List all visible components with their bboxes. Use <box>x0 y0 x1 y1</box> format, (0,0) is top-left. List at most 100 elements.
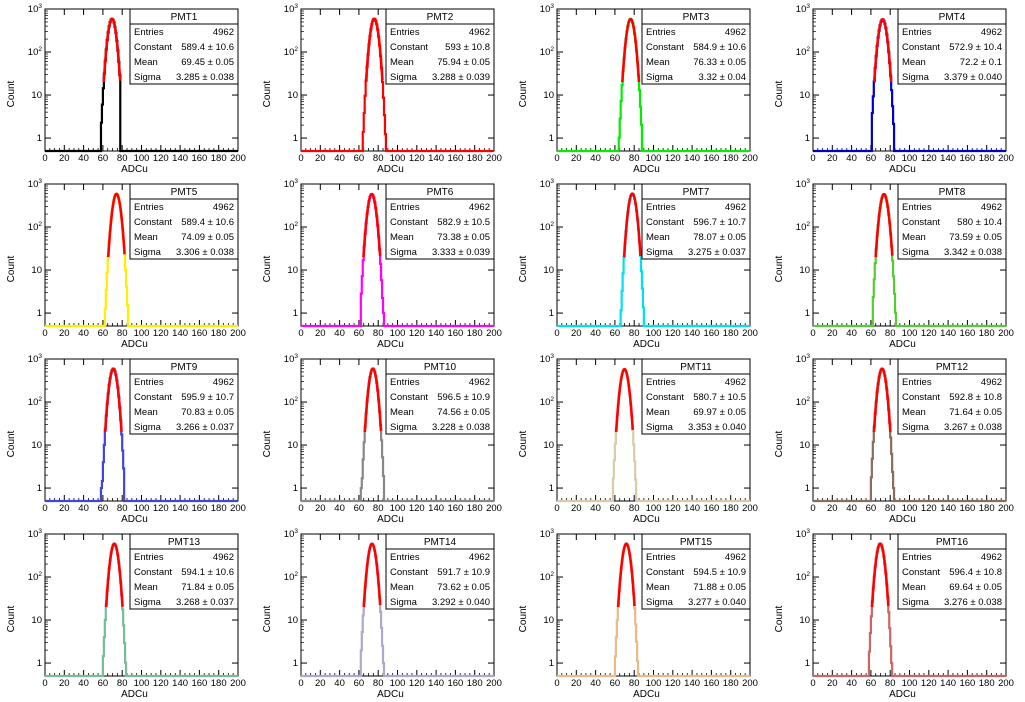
x-tick-label: 120 <box>665 328 681 339</box>
stat-constant-value: 593 ± 10.8 <box>445 42 490 53</box>
stat-entries-value: 4962 <box>981 202 1002 213</box>
stat-sigma-value: 3.342 ± 0.038 <box>944 247 1002 258</box>
y-axis-title: Count <box>262 255 273 282</box>
stat-mean-label: Mean <box>134 582 158 593</box>
x-tick-label: 40 <box>78 503 89 514</box>
x-tick-label: 140 <box>940 328 956 339</box>
x-axis-title: ADCu <box>377 689 404 700</box>
x-tick-label: 180 <box>723 153 739 164</box>
x-tick-label: 60 <box>98 678 109 689</box>
histogram-title: PMT11 <box>680 362 712 373</box>
histogram-title: PMT15 <box>680 537 713 548</box>
x-tick-label: 140 <box>940 153 956 164</box>
y-tick-label: 102 <box>796 571 811 583</box>
y-tick-label: 10 <box>543 265 554 276</box>
y-tick-label: 102 <box>28 396 43 408</box>
stats-box <box>641 8 751 85</box>
stat-mean-value: 70.83 ± 0.05 <box>181 407 234 418</box>
y-tick-label: 102 <box>796 396 811 408</box>
y-tick-label: 102 <box>796 46 811 58</box>
stat-entries-value: 4962 <box>213 27 234 38</box>
x-tick-label: 140 <box>428 503 444 514</box>
x-tick-label: 40 <box>590 328 601 339</box>
x-axis-title: ADCu <box>633 164 660 175</box>
histogram-bars <box>813 367 1006 503</box>
stats-box <box>129 358 239 435</box>
histogram-panel-16: 0 20 40 60 80 100 120 140 160 180 200 ADCu 1 10 102 103… <box>768 525 1024 700</box>
y-tick-label: 103 <box>796 353 811 365</box>
x-tick-label: 60 <box>98 153 109 164</box>
stat-constant-label: Constant <box>902 217 940 228</box>
gaussian-fit-curve <box>870 542 890 608</box>
stat-sigma-label: Sigma <box>134 72 162 83</box>
y-tick-label: 103 <box>284 353 299 365</box>
stat-mean-label: Mean <box>902 582 926 593</box>
y-tick-label: 102 <box>284 46 299 58</box>
x-tick-label: 180 <box>211 153 227 164</box>
x-tick-label: 0 <box>810 678 815 689</box>
x-tick-label: 180 <box>723 503 739 514</box>
x-tick-label: 0 <box>554 678 559 689</box>
x-tick-label: 20 <box>571 328 582 339</box>
y-tick-label: 102 <box>28 46 43 58</box>
y-tick-label: 103 <box>28 353 43 365</box>
x-tick-label: 140 <box>172 503 188 514</box>
y-tick-label: 102 <box>284 396 299 408</box>
x-tick-label: 120 <box>153 328 169 339</box>
stat-sigma-value: 3.266 ± 0.037 <box>176 422 234 433</box>
x-tick-label: 20 <box>315 503 326 514</box>
stat-sigma-value: 3.276 ± 0.038 <box>944 597 1002 608</box>
y-tick-label: 1 <box>549 308 554 319</box>
x-tick-label: 180 <box>211 328 227 339</box>
x-tick-label: 20 <box>59 328 70 339</box>
x-tick-label: 160 <box>447 328 463 339</box>
stat-mean-label: Mean <box>134 407 158 418</box>
histogram-title: PMT12 <box>936 362 969 373</box>
y-tick-label: 102 <box>28 221 43 233</box>
stat-constant-value: 589.4 ± 10.6 <box>181 42 234 53</box>
x-axis-title: ADCu <box>377 339 404 350</box>
y-tick-label: 1 <box>549 133 554 144</box>
x-tick-label: 120 <box>409 678 425 689</box>
x-tick-label: 120 <box>665 678 681 689</box>
x-tick-label: 180 <box>979 503 995 514</box>
x-tick-label: 0 <box>810 503 815 514</box>
y-tick-label: 1 <box>805 133 810 144</box>
stat-entries-label: Entries <box>390 27 420 38</box>
x-tick-label: 80 <box>885 678 896 689</box>
x-tick-label: 40 <box>78 678 89 689</box>
x-tick-label: 80 <box>117 503 128 514</box>
x-tick-label: 80 <box>885 503 896 514</box>
histogram-bars <box>45 367 238 503</box>
histogram-svg: 0 20 40 60 80 100 120 140 160 180 200 ADCu 1 10 102 103… <box>262 528 502 700</box>
x-tick-label: 80 <box>373 328 384 339</box>
y-axis-title: Count <box>774 255 785 282</box>
x-tick-label: 60 <box>866 503 877 514</box>
y-tick-label: 103 <box>796 3 811 15</box>
x-tick-label: 140 <box>428 153 444 164</box>
x-tick-label: 80 <box>373 153 384 164</box>
y-tick-label: 103 <box>28 3 43 15</box>
y-tick-label: 10 <box>31 440 42 451</box>
y-axis-title: Count <box>774 80 785 107</box>
stat-sigma-value: 3.353 ± 0.040 <box>688 422 746 433</box>
stat-constant-value: 580 ± 10.4 <box>957 217 1002 228</box>
x-tick-label: 180 <box>979 328 995 339</box>
x-axis-title: ADCu <box>633 514 660 525</box>
histogram-title: PMT16 <box>936 537 969 548</box>
stat-mean-label: Mean <box>646 57 670 68</box>
x-tick-label: 20 <box>315 328 326 339</box>
x-tick-label: 80 <box>885 328 896 339</box>
x-tick-label: 200 <box>742 328 758 339</box>
y-axis-title: Count <box>262 430 273 457</box>
stats-box <box>129 533 239 610</box>
x-tick-label: 100 <box>646 678 662 689</box>
x-tick-label: 100 <box>134 503 150 514</box>
stat-sigma-label: Sigma <box>390 422 418 433</box>
histogram-bars <box>557 542 750 678</box>
x-tick-label: 200 <box>742 678 758 689</box>
x-tick-label: 140 <box>684 678 700 689</box>
x-tick-label: 40 <box>590 503 601 514</box>
x-tick-label: 80 <box>629 153 640 164</box>
